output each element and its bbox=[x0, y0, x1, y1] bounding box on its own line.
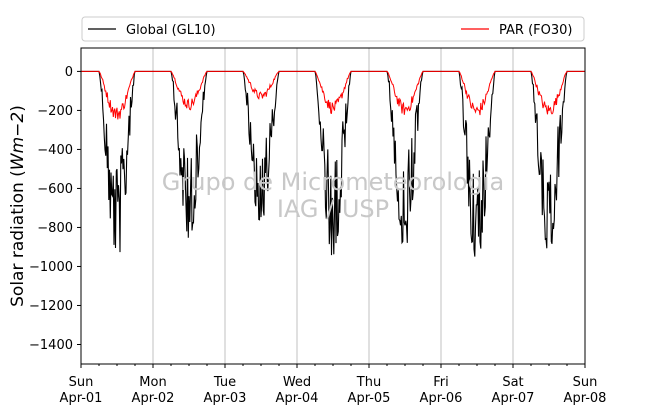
x-tick-date: Apr-04 bbox=[276, 391, 319, 406]
x-tick-date: Apr-02 bbox=[132, 391, 175, 406]
legend-box bbox=[81, 16, 585, 42]
y-tick-label: −1400 bbox=[29, 338, 73, 353]
series-layer bbox=[81, 70, 585, 257]
y-tick-label: −1200 bbox=[29, 299, 73, 314]
watermark-line-2: IAG / USP bbox=[277, 195, 389, 223]
watermark: Grupo de Micrometeorologia IAG / USP bbox=[162, 168, 504, 223]
x-tick-date: Apr-06 bbox=[420, 391, 463, 406]
x-tick-day: Mon bbox=[139, 375, 166, 390]
y-tick-label: −400 bbox=[37, 143, 73, 158]
y-tick-label: −200 bbox=[37, 104, 73, 119]
x-tick-date: Apr-01 bbox=[60, 391, 103, 406]
legend-label-par: PAR (FO30) bbox=[499, 23, 572, 38]
x-tick-day: Wed bbox=[283, 375, 311, 390]
x-axis: SunApr-01MonApr-02TueApr-03WedApr-04ThuA… bbox=[60, 364, 607, 406]
x-tick-date: Apr-07 bbox=[492, 391, 535, 406]
y-axis: 0 −200 −400 −600 −800 −1000 −1200 −1400 bbox=[29, 65, 81, 353]
grid-lines bbox=[152, 48, 514, 364]
series-line-global bbox=[81, 70, 585, 257]
x-tick-day: Sat bbox=[502, 375, 523, 390]
x-tick-date: Apr-03 bbox=[204, 391, 247, 406]
legend-label-global: Global (GL10) bbox=[126, 23, 216, 38]
y-tick-label: −800 bbox=[37, 221, 73, 236]
x-tick-day: Thu bbox=[356, 375, 381, 390]
x-tick-date: Apr-08 bbox=[564, 391, 607, 406]
legend: Global (GL10) PAR (FO30) bbox=[81, 16, 585, 42]
x-tick-day: Tue bbox=[213, 375, 236, 390]
y-axis-label: Solar radiation (Wm−2) bbox=[8, 105, 28, 307]
y-tick-label: 0 bbox=[65, 65, 73, 80]
series-line-par bbox=[81, 70, 585, 120]
x-tick-date: Apr-05 bbox=[348, 391, 391, 406]
y-tick-label: −1000 bbox=[29, 260, 73, 275]
y-tick-label: −600 bbox=[37, 182, 73, 197]
x-tick-day: Sun bbox=[573, 375, 598, 390]
watermark-line-1: Grupo de Micrometeorologia bbox=[162, 168, 504, 196]
x-tick-day: Fri bbox=[433, 375, 449, 390]
x-tick-day: Sun bbox=[69, 375, 94, 390]
